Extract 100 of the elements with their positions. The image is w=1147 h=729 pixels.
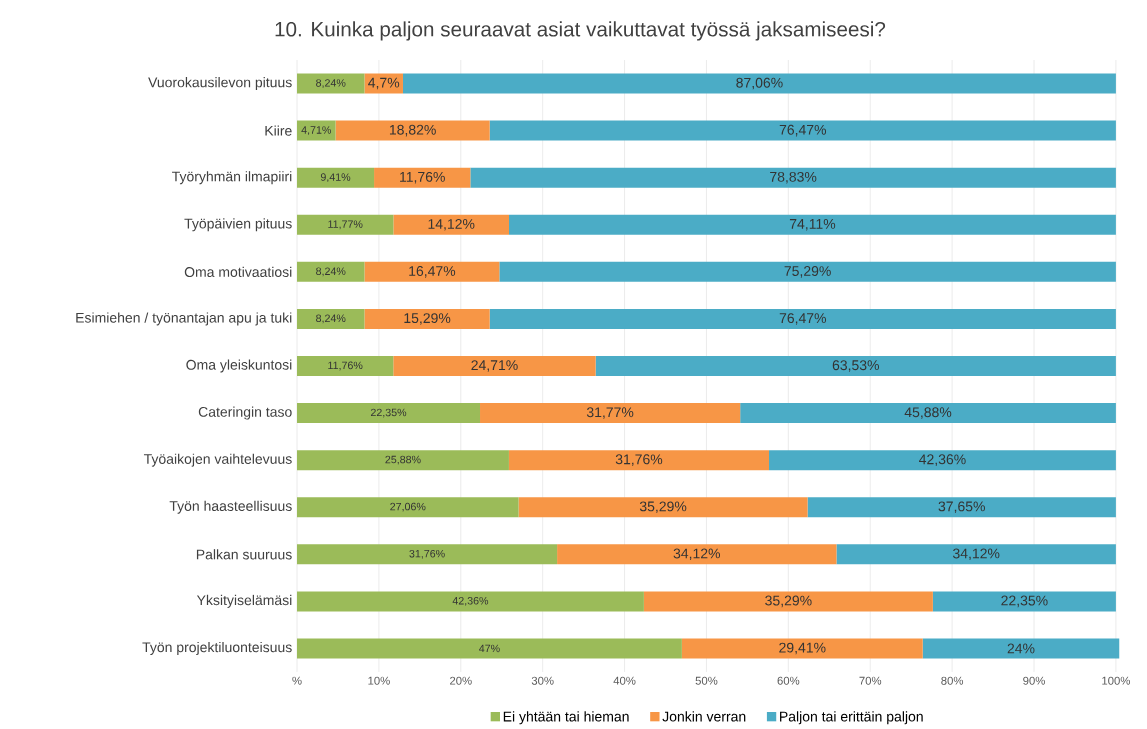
bar bbox=[643, 591, 933, 612]
data-label: 8,24% bbox=[316, 267, 346, 277]
data-label: 78,83% bbox=[770, 172, 817, 184]
bar bbox=[297, 167, 375, 188]
x-tick-label: 20% bbox=[450, 676, 472, 685]
x-tick-label: 60% bbox=[777, 676, 800, 685]
y-tick-label: Kiire bbox=[265, 125, 292, 136]
x-tick-label: 50% bbox=[695, 676, 718, 685]
data-label: 31,76% bbox=[615, 454, 663, 467]
bar bbox=[807, 497, 1116, 518]
data-label: 75,29% bbox=[784, 266, 831, 278]
bar bbox=[681, 638, 923, 659]
bar bbox=[335, 120, 490, 141]
y-tick-label: Esimiehen / työnantajan apu ja tuki bbox=[76, 312, 292, 326]
data-label: 76,47% bbox=[779, 124, 827, 137]
data-label: 37,65% bbox=[938, 501, 985, 514]
bar bbox=[393, 356, 596, 377]
x-tick-label: 100% bbox=[1102, 676, 1130, 685]
bar bbox=[489, 120, 1116, 141]
y-tick-label: Työaikojen vaihtelevuus bbox=[143, 453, 292, 467]
data-label: 24,71% bbox=[471, 360, 518, 372]
data-label: 18,82% bbox=[389, 124, 436, 137]
data-label: 31,76% bbox=[409, 550, 445, 559]
bar bbox=[364, 309, 490, 330]
bar bbox=[297, 73, 365, 94]
y-tick-label: Palkan suuruus bbox=[196, 549, 292, 560]
data-label: 11,77% bbox=[328, 220, 363, 230]
y-tick-label: Oma motivaatiosi bbox=[184, 266, 292, 278]
data-label: 34,12% bbox=[673, 548, 721, 561]
bar bbox=[297, 497, 519, 518]
y-tick-label: Työpäivien pituus bbox=[184, 218, 292, 232]
x-tick-label: 40% bbox=[613, 676, 636, 685]
data-label: 42,36% bbox=[919, 454, 966, 467]
x-tick-label: 30% bbox=[531, 676, 554, 685]
x-tick-label: 80% bbox=[941, 676, 964, 685]
data-label: 22,35% bbox=[1001, 595, 1048, 608]
data-label: 14,12% bbox=[428, 219, 475, 231]
data-label: 29,41% bbox=[779, 642, 826, 655]
bar bbox=[297, 309, 365, 330]
data-label: 24% bbox=[1007, 643, 1035, 654]
data-label: 42,36% bbox=[452, 597, 489, 606]
bar bbox=[297, 261, 365, 282]
y-tick-label: Työn haasteellisuus bbox=[169, 500, 292, 514]
data-label: 8,24% bbox=[316, 314, 346, 324]
bar bbox=[393, 214, 510, 235]
y-tick-label: Työn projektiluonteisuus bbox=[142, 642, 292, 656]
bar bbox=[297, 356, 394, 377]
data-label: 35,29% bbox=[765, 595, 812, 608]
data-label: 31,77% bbox=[586, 407, 634, 419]
data-label: 25,88% bbox=[385, 455, 421, 465]
y-tick-label: Oma yleiskuntosi bbox=[186, 359, 292, 373]
data-label: 34,12% bbox=[952, 548, 1000, 561]
bar bbox=[489, 309, 1116, 330]
data-label: 11,76% bbox=[400, 172, 445, 184]
bar bbox=[297, 403, 481, 424]
data-label: 22,35% bbox=[370, 408, 407, 418]
y-tick-label: Työryhmän ilmapiiri bbox=[172, 171, 292, 185]
data-label: 11,76% bbox=[328, 361, 363, 371]
bar bbox=[297, 120, 336, 141]
bar bbox=[402, 73, 1116, 94]
y-tick-label: Yksityiselämäsi bbox=[196, 595, 292, 609]
data-label: 45,88% bbox=[904, 407, 952, 419]
x-tick-label: 10% bbox=[368, 676, 390, 685]
bar bbox=[518, 497, 808, 518]
bar bbox=[509, 214, 1116, 235]
data-label: 4,71% bbox=[301, 126, 332, 136]
bar bbox=[297, 544, 558, 565]
data-label: 35,29% bbox=[639, 501, 687, 514]
bar bbox=[374, 167, 471, 188]
data-label: 76,47% bbox=[779, 313, 827, 325]
bar bbox=[508, 450, 770, 471]
bar bbox=[297, 591, 644, 612]
x-tick-label: % bbox=[292, 676, 302, 685]
bar bbox=[595, 356, 1116, 377]
chart-title: 10. Kuinka paljon seuraavat asiat vaikuttavat työssä jaksamiseesi? bbox=[275, 21, 886, 41]
bar bbox=[769, 450, 1116, 471]
data-label: 47% bbox=[479, 644, 500, 653]
y-tick-label: Vuorokausilevon pituus bbox=[148, 77, 292, 91]
bar bbox=[297, 450, 509, 471]
bar bbox=[740, 403, 1116, 424]
bar bbox=[499, 261, 1116, 282]
bar bbox=[470, 167, 1116, 188]
data-label: 27,06% bbox=[390, 502, 426, 512]
data-label: 63,53% bbox=[832, 360, 880, 372]
legend-label: Jonkin verran bbox=[662, 711, 746, 722]
data-label: 16,47% bbox=[409, 266, 456, 278]
bar bbox=[922, 638, 1120, 659]
data-label: 8,24% bbox=[316, 79, 346, 89]
x-tick-label: 90% bbox=[1023, 676, 1045, 685]
bar bbox=[480, 403, 741, 424]
data-label: 4,7% bbox=[368, 77, 400, 90]
data-label: 9,41% bbox=[320, 173, 351, 183]
y-tick-label: Cateringin taso bbox=[198, 406, 292, 420]
bar bbox=[297, 638, 682, 659]
bar bbox=[297, 214, 394, 235]
legend-label: Paljon tai erittäin paljon bbox=[780, 711, 923, 725]
bar bbox=[932, 591, 1116, 612]
bar bbox=[557, 544, 837, 565]
legend-label: Ei yhtään tai hieman bbox=[503, 711, 629, 725]
bar bbox=[364, 261, 500, 282]
